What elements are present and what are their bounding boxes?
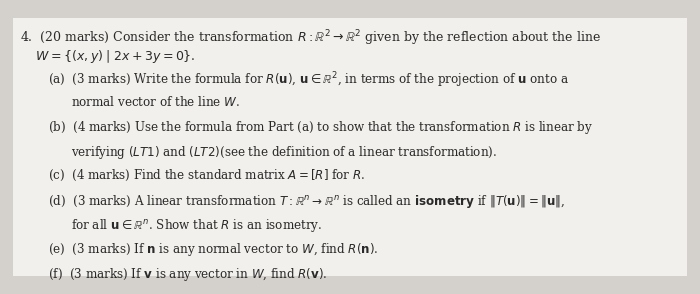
Text: 4.  (20 marks) Consider the transformation $R: \mathbb{R}^2 \to \mathbb{R}^2$ gi: 4. (20 marks) Consider the transformatio… — [20, 28, 601, 48]
Text: (e)  (3 marks) If $\mathbf{n}$ is any normal vector to $W$, find $R(\mathbf{n})$: (e) (3 marks) If $\mathbf{n}$ is any nor… — [48, 241, 378, 258]
Text: normal vector of the line $W$.: normal vector of the line $W$. — [71, 95, 241, 109]
Text: (a)  (3 marks) Write the formula for $R(\mathbf{u})$, $\mathbf{u} \in \mathbb{R}: (a) (3 marks) Write the formula for $R(\… — [48, 71, 568, 90]
Text: (f)  (3 marks) If $\mathbf{v}$ is any vector in $W$, find $R(\mathbf{v})$.: (f) (3 marks) If $\mathbf{v}$ is any vec… — [48, 266, 327, 283]
Text: for all $\mathbf{u} \in \mathbb{R}^n$. Show that $R$ is an isometry.: for all $\mathbf{u} \in \mathbb{R}^n$. S… — [71, 217, 323, 234]
Text: (d)  (3 marks) A linear transformation $T: \mathbb{R}^n \to \mathbb{R}^n$ is cal: (d) (3 marks) A linear transformation $T… — [48, 193, 565, 210]
Text: (b)  (4 marks) Use the formula from Part (a) to show that the transformation $R$: (b) (4 marks) Use the formula from Part … — [48, 119, 593, 136]
FancyBboxPatch shape — [13, 18, 687, 276]
Text: $W = \{(x, y) \mid 2x + 3y = 0\}$.: $W = \{(x, y) \mid 2x + 3y = 0\}$. — [20, 48, 195, 65]
Text: verifying $(LT1)$ and $(LT2)$(see the definition of a linear transformation).: verifying $(LT1)$ and $(LT2)$(see the de… — [71, 144, 498, 161]
Text: (c)  (4 marks) Find the standard matrix $A = [R]$ for $R$.: (c) (4 marks) Find the standard matrix $… — [48, 168, 365, 183]
